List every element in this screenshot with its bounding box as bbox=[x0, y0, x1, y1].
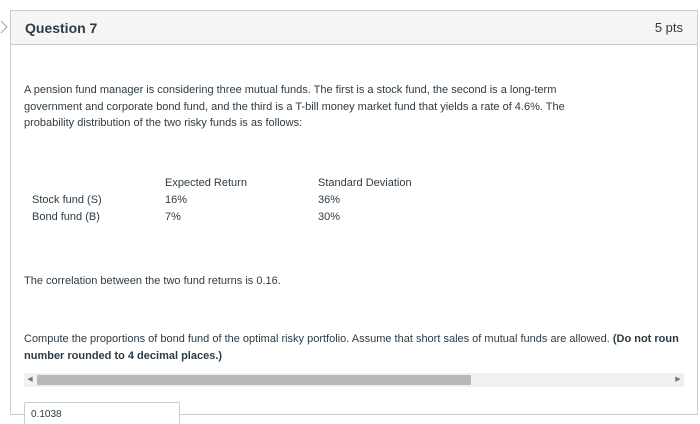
row-stock-fund-return: 16% bbox=[165, 194, 188, 206]
question-header: Question 7 5 pts bbox=[11, 11, 697, 45]
compute-bold-note-continued: number rounded to 4 decimal places.) bbox=[24, 349, 223, 362]
question-card: Question 7 5 pts A pension fund manager … bbox=[10, 10, 698, 424]
scroll-right-icon[interactable]: ▶ bbox=[675, 376, 681, 383]
question-title: Question 7 bbox=[25, 19, 98, 36]
row-stock-fund-label: Stock fund (S) bbox=[32, 194, 102, 206]
horizontal-scrollbar[interactable]: ◀ ▶ bbox=[24, 373, 684, 387]
scroll-left-icon[interactable]: ◀ bbox=[27, 376, 33, 383]
question-intro: A pension fund manager is considering th… bbox=[24, 84, 565, 129]
row-bond-fund-return: 7% bbox=[165, 211, 181, 223]
answer-input[interactable] bbox=[24, 402, 180, 424]
row-bond-fund-stddev: 30% bbox=[318, 211, 341, 223]
compute-bold-note: (Do not roun bbox=[612, 333, 679, 345]
compute-text: Compute the proportions of bond fund of … bbox=[24, 333, 610, 345]
header-standard-deviation: Standard Deviation bbox=[318, 177, 412, 189]
header-expected-return: Expected Return bbox=[165, 177, 247, 189]
correlation-text: The correlation between the two fund ret… bbox=[24, 275, 281, 287]
row-stock-fund-stddev: 36% bbox=[318, 194, 341, 206]
row-bond-fund-label: Bond fund (B) bbox=[32, 211, 100, 223]
scrollbar-thumb[interactable] bbox=[37, 375, 471, 385]
compute-instructions: Compute the proportions of bond fund of … bbox=[24, 331, 689, 364]
question-points: 5 pts bbox=[654, 20, 683, 35]
chevron-right-icon[interactable] bbox=[0, 20, 8, 34]
